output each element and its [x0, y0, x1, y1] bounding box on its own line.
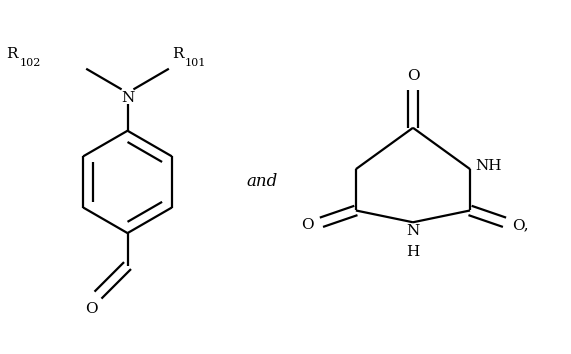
Text: 102: 102	[19, 58, 41, 68]
Text: NH: NH	[475, 159, 501, 173]
Text: R: R	[172, 47, 183, 61]
Text: N: N	[407, 224, 420, 238]
Text: H: H	[407, 245, 420, 259]
Text: O: O	[301, 218, 313, 232]
Text: R: R	[6, 47, 18, 61]
Text: O,: O,	[512, 218, 529, 232]
Text: and: and	[247, 173, 278, 190]
Text: N: N	[121, 91, 134, 105]
Text: 101: 101	[184, 58, 206, 68]
Text: O: O	[85, 302, 98, 316]
Text: O: O	[407, 69, 419, 84]
